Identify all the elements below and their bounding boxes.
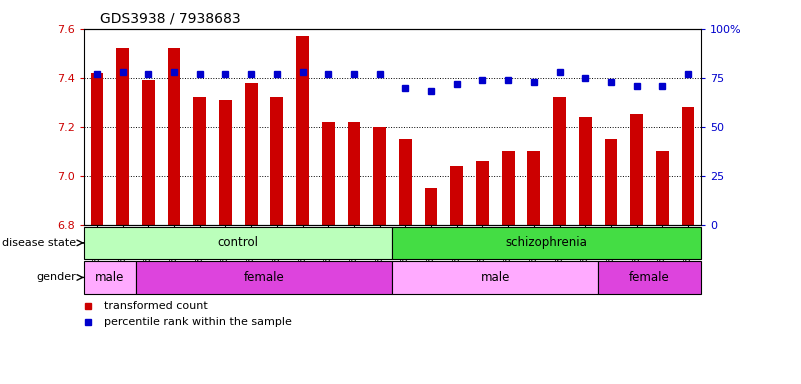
Bar [553, 97, 566, 384]
Text: control: control [218, 237, 259, 249]
Bar [501, 151, 514, 384]
Bar [682, 107, 694, 384]
Bar [296, 36, 309, 384]
Bar [476, 161, 489, 384]
Text: female: female [244, 271, 284, 284]
Bar [219, 100, 231, 384]
Bar [193, 97, 206, 384]
Bar [656, 151, 669, 384]
Bar [91, 73, 103, 384]
Bar [425, 188, 437, 384]
Bar [135, 261, 392, 294]
Text: schizophrenia: schizophrenia [505, 237, 588, 249]
Bar [348, 122, 360, 384]
Bar [450, 166, 463, 384]
Bar [116, 48, 129, 384]
Bar [142, 80, 155, 384]
Bar [84, 261, 135, 294]
Bar [598, 261, 701, 294]
Bar [167, 48, 180, 384]
Text: GDS3938 / 7938683: GDS3938 / 7938683 [100, 12, 241, 25]
Bar [322, 122, 335, 384]
Bar [392, 261, 598, 294]
Text: male: male [95, 271, 124, 284]
Text: percentile rank within the sample: percentile rank within the sample [104, 316, 292, 326]
Bar [84, 227, 392, 259]
Bar [392, 227, 701, 259]
Bar [630, 114, 643, 384]
Text: female: female [629, 271, 670, 284]
Text: disease state: disease state [2, 238, 76, 248]
Bar [373, 127, 386, 384]
Bar [605, 139, 618, 384]
Text: male: male [481, 271, 510, 284]
Bar [527, 151, 540, 384]
Text: transformed count: transformed count [104, 301, 208, 311]
Bar [399, 139, 412, 384]
Text: gender: gender [37, 272, 76, 283]
Bar [271, 97, 284, 384]
Bar [579, 117, 592, 384]
Bar [245, 83, 258, 384]
